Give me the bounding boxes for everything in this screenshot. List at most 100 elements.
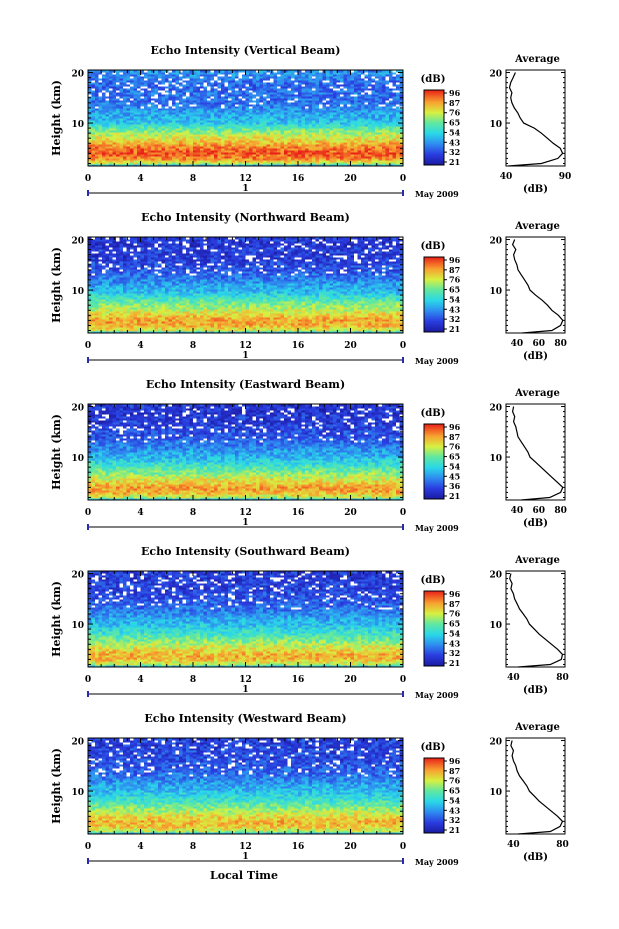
heatmap-cell [284,122,288,125]
heatmap-cell [308,128,313,131]
heatmap-cell [196,134,201,137]
heatmap-cell [354,120,358,123]
heatmap-cell [189,140,194,143]
heatmap-cell [95,106,99,109]
heatmap-cell [196,152,201,155]
heatmap-cell [385,90,390,93]
heatmap-cell [186,116,190,119]
heatmap-cell [151,120,155,123]
heatmap-cell [259,92,264,95]
heatmap-cell [210,112,215,115]
heatmap-cell [217,106,222,109]
heatmap-cell [158,148,162,151]
heatmap-cell [91,88,96,91]
heatmap-cell [252,164,257,167]
heatmap-cell [98,120,103,123]
heatmap-cell [88,104,92,107]
heatmap-cell [238,112,243,115]
heatmap-cell [207,146,211,149]
heatmap-cell [119,162,124,165]
heatmap-cell [347,102,351,105]
heatmap-cell [291,134,295,137]
heatmap-cell [168,148,173,151]
heatmap-cell [280,128,285,131]
heatmap-cell [364,148,369,151]
heatmap-cell [350,122,355,125]
heatmap-cell [203,144,208,147]
heatmap-cell [277,114,281,117]
heatmap-cell [270,156,274,159]
heatmap-cell [186,162,190,165]
heatmap-cell [336,90,341,93]
heatmap-cell [109,120,113,123]
heatmap-cell [172,134,176,137]
heatmap-cell [210,136,215,139]
heatmap-cell [329,90,334,93]
heatmap-cell [196,158,201,161]
heatmap-cell [133,152,138,155]
heatmap-cell [284,116,288,119]
heatmap-cell [375,120,379,123]
heatmap-cell [294,118,299,121]
heatmap-cell [231,142,236,145]
heatmap-cell [392,130,397,133]
heatmap-cell [224,124,229,127]
heatmap-cell [350,144,355,147]
heatmap-cell [364,142,369,145]
heatmap-cell [357,152,362,155]
heatmap-cell [242,92,246,95]
heatmap-cell [175,158,180,161]
heatmap-cell [147,118,152,121]
heatmap-cell [168,104,173,107]
heatmap-cell [175,110,180,113]
heatmap-cell [340,90,344,93]
heatmap-cell [144,114,148,117]
heatmap-cell [350,164,355,167]
heatmap-cell [200,114,204,117]
heatmap-cell [287,134,292,137]
heatmap-cell [196,108,201,111]
heatmap-cell [95,92,99,95]
heatmap-cell [168,158,173,161]
heatmap-cell [396,136,400,139]
heatmap-cell [343,156,348,159]
heatmap-cell [172,156,176,159]
heatmap-cell [172,100,176,103]
heatmap-cell [259,134,264,137]
heatmap-cell [123,92,127,95]
heatmap-cell [116,158,120,161]
heatmap-cell [301,120,306,123]
heatmap-cell [375,88,379,91]
heatmap-cell [123,86,127,89]
heatmap-cell [357,148,362,151]
heatmap-cell [322,150,327,153]
heatmap-cell [315,104,320,107]
heatmap-cell [109,138,113,141]
heatmap-cell [102,156,106,159]
heatmap-cell [294,108,299,111]
heatmap-cell [126,120,131,123]
heatmap-cell [347,138,351,141]
heatmap-cell [340,120,344,123]
heatmap-cell [245,162,250,165]
heatmap-cell [130,164,134,167]
heatmap-cell [315,124,320,127]
heatmap-cell [98,102,103,105]
heatmap-cell [123,156,127,159]
heatmap-cell [161,140,166,143]
heatmap-cell [189,144,194,147]
heatmap-cell [385,114,390,117]
heatmap-cell [102,100,106,103]
heatmap-cell [224,138,229,141]
heatmap-cell [95,90,99,93]
heatmap-cell [196,98,201,101]
heatmap-cell [315,156,320,159]
heatmap-cell [259,124,264,127]
heatmap-cell [238,104,243,107]
heatmap-cell [270,120,274,123]
heatmap-cell [147,120,152,123]
heatmap-cell [340,152,344,155]
heatmap-cell [98,146,103,149]
heatmap-cell [161,146,166,149]
heatmap-cell [354,128,358,131]
